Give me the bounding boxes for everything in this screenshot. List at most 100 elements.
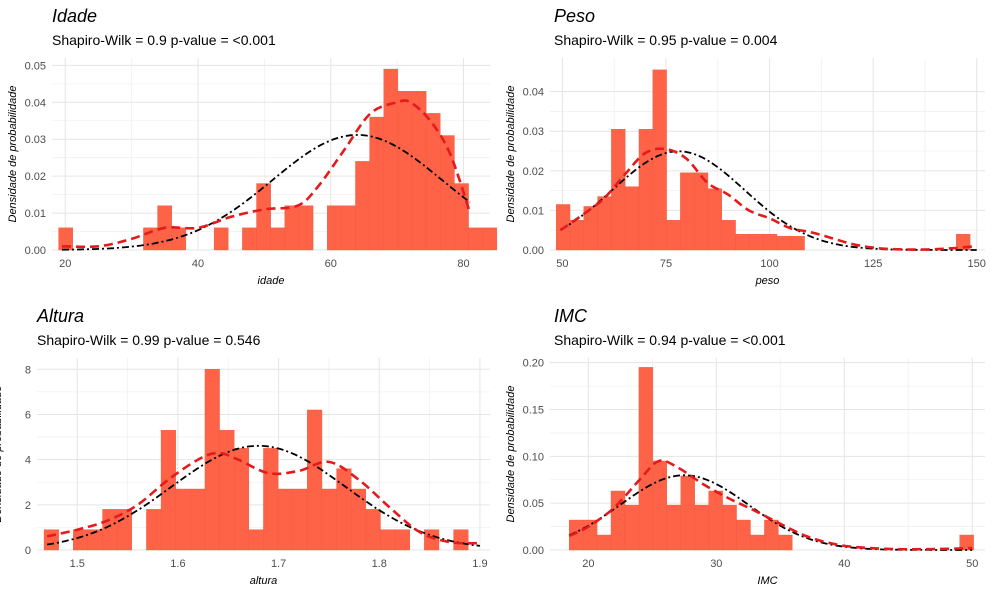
x-tick-label: 75 (660, 258, 672, 270)
x-axis-title: peso (755, 275, 780, 287)
histogram-bar (482, 227, 498, 251)
histogram-bar (270, 227, 286, 251)
histogram-bar (284, 205, 300, 251)
y-axis-title: Densidade de probabilidade (7, 86, 19, 223)
panel-idade: Idade Shapiro-Wilk = 0.9 p-value = <0.00… (0, 0, 500, 300)
histogram-bar (468, 227, 483, 251)
histogram-bar (292, 488, 308, 551)
histogram-bar (171, 227, 187, 251)
panel-subtitle: Shapiro-Wilk = 0.94 p-value = <0.001 (554, 332, 786, 348)
y-tick-label: 0.01 (25, 208, 46, 220)
histogram-bar (219, 430, 235, 551)
density-curve (46, 451, 480, 545)
histogram-bar (762, 233, 778, 251)
x-tick-label: 20 (59, 258, 71, 270)
histogram-bar (721, 220, 736, 251)
panel-title: Peso (554, 6, 596, 26)
histogram-bar (263, 448, 279, 551)
x-tick-label: 40 (838, 558, 850, 570)
histogram-bar (397, 91, 413, 251)
histogram-bar (43, 529, 59, 551)
density-curve (61, 99, 472, 249)
y-tick-label: 0.05 (25, 60, 46, 72)
y-tick-label: 0.00 (523, 545, 544, 557)
histogram-bar (610, 490, 626, 551)
x-tick-label: 20 (582, 558, 594, 570)
y-tick-label: 2 (25, 500, 31, 512)
normal-curve (62, 133, 471, 251)
y-tick-label: 0.04 (523, 87, 544, 99)
histogram-bar (365, 509, 381, 551)
histogram-bar (383, 68, 399, 251)
y-tick-label: 4 (25, 455, 31, 467)
histogram-bar (707, 188, 722, 251)
histogram-bar (298, 205, 314, 251)
histogram-bar (597, 196, 612, 251)
histogram-bar (776, 235, 791, 251)
y-tick-label: 0.03 (25, 134, 46, 146)
histogram-bar (248, 529, 264, 551)
x-tick-label: 1.6 (170, 558, 185, 570)
histogram-bar (638, 129, 653, 251)
y-axis-title: Densidade de probabilidade (0, 386, 4, 523)
histogram-bar (666, 504, 681, 551)
density-curve (568, 459, 973, 551)
x-tick-label: 100 (760, 258, 778, 270)
x-tick-label: 125 (864, 258, 882, 270)
histogram-bar (425, 113, 441, 251)
x-tick-label: 80 (457, 258, 469, 270)
histogram-bar (73, 529, 89, 551)
y-tick-label: 0.00 (523, 245, 544, 257)
x-tick-label: 1.8 (372, 558, 387, 570)
y-tick-label: 0.10 (523, 451, 544, 463)
histogram-bar (380, 529, 396, 551)
histogram-bar (233, 448, 250, 551)
histogram-bar (749, 233, 764, 251)
x-tick-label: 150 (968, 258, 986, 270)
y-tick-label: 0.01 (523, 205, 544, 217)
histogram-bar (341, 205, 356, 251)
histogram-bar (638, 367, 654, 551)
x-axis-title: altura (250, 575, 278, 587)
y-axis-title: Densidade de probabilidade (505, 386, 517, 523)
y-tick-label: 0.05 (523, 498, 544, 510)
y-axis-title: Densidade de probabilidade (505, 86, 517, 223)
histogram-bar (160, 430, 176, 551)
chart-svg: 20 40 60 80 0.00 0.01 0.02 0.03 0.04 0.05 idade Den… (7, 58, 498, 287)
x-axis-title: IMC (757, 575, 777, 587)
panel-title: Altura (37, 306, 85, 326)
panel-subtitle: Shapiro-Wilk = 0.95 p-value = 0.004 (554, 32, 778, 48)
histogram-bar (321, 488, 337, 551)
histogram-bar (424, 529, 440, 551)
grid (550, 358, 985, 551)
histogram-bar (624, 186, 640, 251)
x-tick-label: 30 (710, 558, 722, 570)
histogram-bar (394, 529, 410, 551)
y-tick-label: 0.00 (25, 245, 46, 257)
histogram-bar (102, 509, 118, 551)
panel-title: Idade (52, 6, 98, 26)
histogram-bar (652, 69, 667, 251)
bars (568, 367, 974, 551)
y-tick-label: 0 (25, 545, 31, 557)
histogram-bar (722, 504, 737, 551)
y-tick-label: 6 (25, 409, 31, 421)
histogram-bar (355, 161, 370, 251)
histogram-bar (694, 504, 709, 551)
histogram-bar (569, 220, 585, 251)
panel-subtitle: Shapiro-Wilk = 0.99 p-value = 0.546 (37, 332, 261, 348)
chart-svg: 50 75 100 125 150 0.00 0.01 0.02 0.03 0.04 peso Den… (505, 58, 986, 287)
histogram-bar (190, 488, 206, 551)
y-tick-label: 0.03 (523, 126, 544, 138)
normal-curve (46, 444, 481, 547)
chart-svg: 20 30 40 50 0.00 0.05 0.10 0.15 0.20 IMC Densidade… (505, 358, 985, 587)
y-tick-label: 0.20 (523, 358, 544, 370)
y-tick-label: 0.04 (25, 97, 46, 109)
y-tick-label: 0.02 (25, 171, 46, 183)
panel-imc: IMC Shapiro-Wilk = 0.94 p-value = <0.001… (500, 300, 1000, 600)
histogram-bar (764, 519, 779, 551)
histogram-bar (440, 135, 455, 251)
y-tick-label: 8 (25, 364, 31, 376)
histogram-bar (175, 488, 191, 551)
